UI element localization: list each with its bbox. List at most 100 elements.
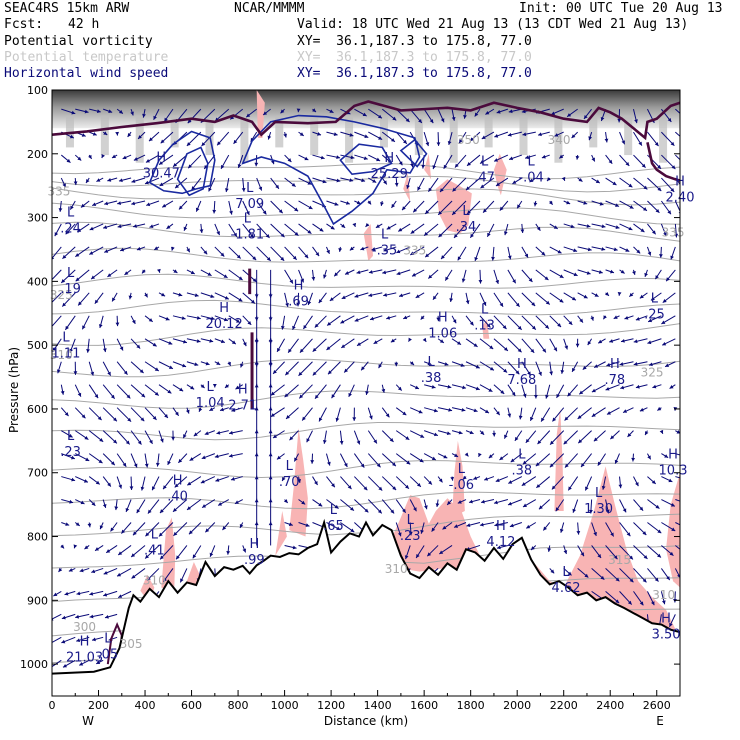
wind-arrowhead bbox=[461, 278, 466, 283]
x-tick-label: 2400 bbox=[596, 699, 624, 712]
wind-arrowhead bbox=[90, 371, 95, 376]
wind-arrowhead bbox=[681, 454, 685, 458]
wind-arrowhead bbox=[209, 339, 214, 343]
wind-arrowhead bbox=[685, 141, 689, 145]
extremum-type: H bbox=[156, 150, 166, 165]
wind-arrowhead bbox=[443, 164, 448, 169]
wind-arrowhead bbox=[444, 362, 449, 366]
wind-arrowhead bbox=[282, 476, 286, 481]
wind-arrowhead bbox=[469, 321, 474, 326]
isentrope-label: 310 bbox=[50, 348, 73, 362]
wind-arrowhead bbox=[71, 477, 76, 482]
wind-arrowhead bbox=[118, 484, 123, 489]
wind-arrowhead bbox=[304, 156, 309, 161]
wind-arrowhead bbox=[503, 368, 508, 373]
extremum-type: H bbox=[496, 519, 506, 534]
wind-arrowhead bbox=[621, 338, 625, 343]
wind-arrowhead bbox=[403, 315, 408, 320]
wind-arrowhead bbox=[481, 499, 485, 504]
wind-arrowhead bbox=[452, 187, 457, 192]
extremum-type: L bbox=[407, 513, 415, 528]
isentrope bbox=[52, 163, 680, 180]
wind-arrowhead bbox=[376, 157, 381, 162]
wind-arrowhead bbox=[657, 529, 662, 534]
wind-arrowhead bbox=[556, 393, 560, 398]
wind-arrowhead bbox=[364, 508, 369, 513]
wind-arrowhead bbox=[410, 361, 415, 365]
wind-arrowhead bbox=[254, 475, 259, 480]
wind-arrowhead bbox=[138, 135, 142, 139]
wind-arrowhead bbox=[669, 384, 674, 389]
wind-arrowhead bbox=[482, 301, 487, 306]
extremum-value: 1.30 bbox=[584, 502, 613, 517]
wind-arrowhead bbox=[286, 415, 290, 419]
wind-arrowhead bbox=[203, 250, 208, 255]
wind-arrowhead bbox=[76, 638, 81, 643]
wind-arrowhead bbox=[457, 500, 462, 504]
wind-arrowhead bbox=[266, 257, 271, 261]
wind-arrowhead bbox=[425, 210, 430, 214]
extremum-value: 20.12 bbox=[206, 317, 243, 332]
wind-arrowhead bbox=[483, 208, 487, 213]
x-tick-label: 400 bbox=[135, 699, 156, 712]
wind-arrowhead bbox=[474, 112, 479, 117]
wind-arrowhead bbox=[666, 277, 670, 282]
wind-arrowhead bbox=[390, 338, 395, 343]
wind-arrowhead bbox=[229, 210, 233, 215]
wind-arrowhead bbox=[564, 463, 569, 468]
wind-arrowhead bbox=[356, 200, 361, 205]
wind-arrowhead bbox=[467, 210, 471, 215]
isentrope-label: 335 bbox=[403, 244, 426, 258]
wind-arrowhead bbox=[265, 234, 270, 238]
wind-arrowhead bbox=[178, 205, 183, 210]
wind-arrowhead bbox=[647, 455, 651, 460]
wind-arrowhead bbox=[161, 292, 166, 297]
wind-arrowhead bbox=[402, 508, 406, 513]
isentrope-label: 335 bbox=[662, 226, 685, 240]
wind-arrowhead bbox=[579, 390, 584, 395]
wind-arrowhead bbox=[84, 109, 89, 114]
extremum-type: L bbox=[651, 291, 659, 306]
wind-arrowhead bbox=[639, 407, 644, 412]
wind-arrowhead bbox=[210, 316, 215, 321]
extremum-type: H bbox=[249, 537, 259, 552]
wind-arrowhead bbox=[126, 394, 131, 399]
wind-arrowhead bbox=[270, 160, 275, 165]
wind-arrowhead bbox=[296, 108, 301, 113]
wind-arrowhead bbox=[171, 436, 176, 441]
wind-vector bbox=[52, 613, 62, 620]
wind-arrowhead bbox=[559, 298, 564, 303]
wind-arrowhead bbox=[627, 433, 632, 437]
wind-arrowhead bbox=[507, 501, 512, 506]
wind-arrowhead bbox=[617, 292, 622, 296]
wind-arrowhead bbox=[89, 614, 94, 619]
wind-arrowhead bbox=[136, 246, 141, 251]
wind-arrowhead bbox=[394, 182, 399, 187]
wind-arrowhead bbox=[529, 178, 534, 183]
stratosphere-streak bbox=[65, 115, 74, 148]
isentrope bbox=[52, 323, 680, 346]
wind-arrowhead bbox=[470, 233, 474, 238]
wind-arrowhead bbox=[638, 141, 642, 146]
wind-arrowhead bbox=[195, 207, 200, 212]
wind-arrowhead bbox=[383, 293, 388, 297]
wind-arrowhead bbox=[578, 439, 583, 444]
wind-vector bbox=[52, 636, 62, 644]
wind-arrowhead bbox=[104, 201, 109, 206]
wind-arrowhead bbox=[200, 384, 205, 388]
pv-shaded-region bbox=[275, 511, 287, 556]
wind-arrowhead bbox=[613, 247, 618, 252]
wind-arrowhead bbox=[98, 459, 103, 464]
wind-arrowhead bbox=[606, 362, 611, 367]
wind-arrowhead bbox=[348, 392, 352, 397]
wind-arrowhead bbox=[600, 575, 605, 580]
wind-arrowhead bbox=[91, 501, 96, 506]
wind-arrowhead bbox=[642, 578, 647, 583]
wind-arrowhead bbox=[624, 315, 629, 320]
wind-arrowhead bbox=[83, 479, 88, 483]
wind-arrowhead bbox=[64, 591, 69, 596]
wind-arrowhead bbox=[273, 369, 277, 374]
wind-arrowhead bbox=[140, 486, 145, 491]
isentrope-label: 325 bbox=[641, 365, 664, 379]
wind-arrowhead bbox=[132, 531, 137, 536]
